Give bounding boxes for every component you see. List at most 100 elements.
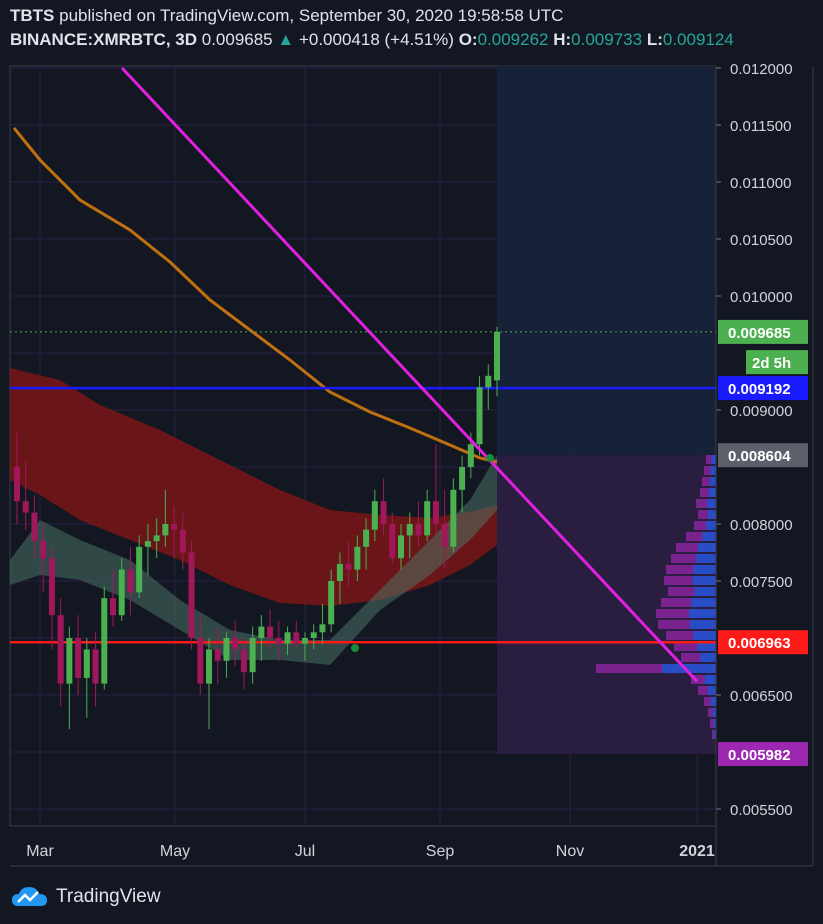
candle-body[interactable]	[406, 524, 413, 536]
candle-body[interactable]	[40, 541, 47, 559]
x-tick-label: Sep	[426, 843, 455, 860]
volume-profile-bar	[707, 510, 716, 519]
candle-body[interactable]	[432, 501, 439, 524]
candle-body[interactable]	[258, 626, 265, 638]
volume-profile-bar	[691, 598, 716, 607]
candle-body[interactable]	[22, 501, 29, 513]
candle-body[interactable]	[398, 535, 404, 559]
volume-profile-bar	[710, 466, 716, 475]
candle-body[interactable]	[153, 535, 160, 542]
volume-profile-bar	[681, 653, 701, 662]
candle-body[interactable]	[371, 501, 378, 530]
candle-body[interactable]	[110, 598, 116, 616]
candle-body[interactable]	[284, 632, 291, 644]
descending-trendline[interactable]	[120, 66, 699, 683]
price-label[interactable]: 0.009685	[728, 325, 791, 342]
candle-body[interactable]	[136, 546, 143, 593]
candle-body[interactable]	[57, 615, 64, 684]
candle-body[interactable]	[389, 524, 396, 559]
volume-profile-bar	[712, 730, 715, 739]
candle-body[interactable]	[92, 649, 99, 684]
volume-profile-bar	[704, 697, 711, 706]
candle-body[interactable]	[345, 563, 352, 570]
candle-body[interactable]	[380, 501, 387, 524]
candle-body[interactable]	[31, 512, 38, 542]
candle-body[interactable]	[267, 626, 274, 638]
candle-body[interactable]	[188, 552, 195, 639]
y-tick-label: 0.011500	[730, 118, 791, 135]
candle-body[interactable]	[415, 524, 422, 536]
tradingview-brand[interactable]: TradingView	[56, 886, 161, 907]
x-tick-label: Nov	[556, 843, 584, 860]
candle-body[interactable]	[310, 632, 317, 638]
volume-profile-bar	[696, 499, 707, 508]
volume-profile-bar	[700, 653, 716, 662]
candle-body[interactable]	[249, 638, 256, 673]
candle-body[interactable]	[83, 649, 90, 678]
volume-profile-bar	[707, 499, 716, 508]
candle-body[interactable]	[275, 638, 282, 644]
candle-body[interactable]	[302, 638, 308, 644]
candle-body[interactable]	[232, 638, 239, 650]
candle-body[interactable]	[101, 598, 108, 684]
candle-body[interactable]	[328, 581, 335, 625]
candle-body[interactable]	[48, 558, 55, 616]
chart-header: TBTS published on TradingView.com, Septe…	[10, 6, 815, 54]
candle-body[interactable]	[293, 632, 300, 644]
candle-body[interactable]	[441, 524, 448, 547]
candle-body[interactable]	[363, 529, 370, 547]
candle-body[interactable]	[14, 467, 20, 502]
candle-body[interactable]	[240, 649, 247, 673]
volume-profile-bar	[713, 719, 716, 728]
tradingview-cloud-icon[interactable]	[10, 884, 50, 910]
candle-body[interactable]	[223, 638, 230, 661]
candle-body[interactable]	[206, 649, 212, 684]
candle-body[interactable]	[214, 649, 221, 661]
volume-profile-bar	[698, 543, 716, 552]
y-tick-label: 0.011000	[730, 175, 791, 192]
volume-profile-bar	[704, 675, 716, 684]
candle-body[interactable]	[467, 444, 474, 467]
y-tick-label: 0.012000	[730, 61, 793, 78]
volume-profile-bar	[691, 675, 705, 684]
volume-profile-bar	[676, 543, 698, 552]
low-value: 0.009124	[662, 30, 734, 49]
symbol-label[interactable]: BINANCE:XMRBTC, 3D	[10, 30, 197, 49]
price-label-bg	[718, 443, 808, 468]
candle-body[interactable]	[450, 489, 457, 547]
y-tick-label: 0.010000	[730, 289, 793, 306]
price-label[interactable]: 0.009192	[728, 381, 791, 398]
volume-profile-bar	[693, 631, 716, 640]
candle-body[interactable]	[144, 541, 151, 547]
candle-body[interactable]	[171, 524, 178, 530]
price-label-bg	[718, 376, 808, 401]
volume-profile-bar	[702, 477, 710, 486]
price-label[interactable]: 0.005982	[728, 747, 791, 764]
volume-profile-bar	[666, 631, 694, 640]
candle-body[interactable]	[476, 387, 483, 445]
candle-body[interactable]	[319, 624, 326, 633]
candle-body[interactable]	[459, 467, 466, 490]
candle-body[interactable]	[197, 638, 204, 684]
price-label[interactable]: 0.008604	[728, 448, 791, 465]
author-name[interactable]: TBTS	[10, 6, 55, 25]
price-label[interactable]: 2d 5h	[752, 355, 791, 372]
price-label[interactable]: 0.006963	[728, 635, 791, 652]
candle-body[interactable]	[485, 375, 492, 388]
price-chart[interactable]: 0.012000 0.011500 0.011000 0.010500 0.010000…	[0, 0, 823, 880]
candle-body[interactable]	[336, 563, 343, 581]
volume-profile-bar	[694, 521, 707, 530]
candle-body[interactable]	[354, 546, 361, 570]
volume-profile-bar	[710, 719, 714, 728]
candle-body[interactable]	[118, 569, 125, 616]
candle-body[interactable]	[424, 501, 431, 536]
candle-body[interactable]	[162, 524, 169, 536]
candle-body[interactable]	[127, 569, 134, 593]
candle-body[interactable]	[66, 638, 73, 684]
volume-profile-bar	[668, 587, 695, 596]
candle-body[interactable]	[494, 331, 500, 381]
candle-body[interactable]	[179, 529, 186, 553]
volume-profile-bar	[710, 697, 716, 706]
volume-profile-bar	[661, 598, 692, 607]
candle-body[interactable]	[75, 638, 82, 678]
